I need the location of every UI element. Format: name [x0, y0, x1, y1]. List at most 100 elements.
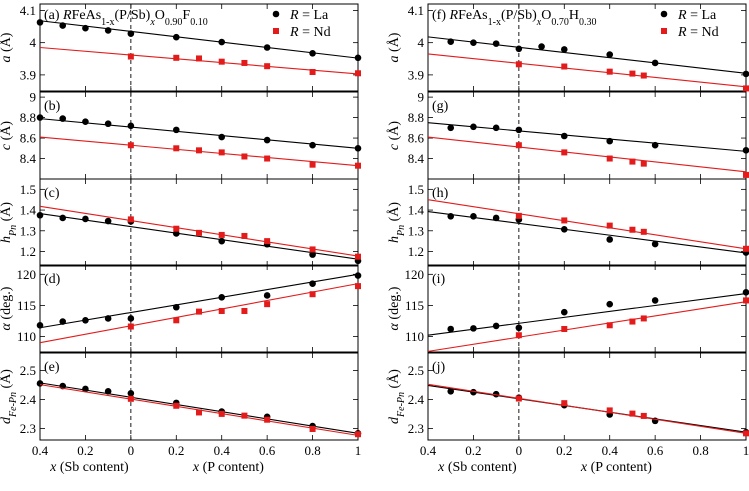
y-tick-label: 4.1: [408, 3, 424, 18]
data-point-nd: [606, 407, 613, 414]
data-point-nd: [127, 142, 134, 149]
series-nd: [39, 136, 361, 169]
data-point-nd: [241, 412, 248, 419]
y-tick-label: 9: [418, 90, 425, 105]
data-point-la: [470, 212, 477, 220]
data-point-la: [104, 387, 112, 395]
x-tick-label: 0.2: [77, 443, 93, 458]
data-point-la: [651, 141, 659, 149]
data-point-nd: [218, 231, 225, 238]
y-tick-label: 110: [17, 329, 36, 344]
fit-line: [39, 382, 359, 434]
legend-label: R = La: [289, 8, 329, 23]
y-axis-label: dFe-Pn (Å): [0, 369, 19, 424]
data-point-nd: [309, 246, 316, 253]
data-point-nd: [355, 162, 361, 169]
series-la: [36, 114, 362, 152]
y-tick-label: 2.3: [408, 421, 424, 436]
y-tick-label: 8.4: [408, 151, 425, 166]
data-point-nd: [629, 318, 636, 325]
legend-marker-nd: [661, 28, 667, 34]
data-point-la: [354, 144, 362, 152]
data-point-la: [560, 132, 568, 140]
data-point-la: [36, 114, 44, 121]
data-point-nd: [196, 409, 202, 416]
y-axis-label: a (Å): [0, 32, 14, 62]
y-tick-label: 1.4: [20, 203, 37, 218]
panel-label: (i): [432, 272, 446, 287]
legend-marker-la: [272, 10, 280, 18]
y-tick-label: 4.1: [20, 3, 36, 18]
y-tick-label: 110: [405, 329, 424, 344]
fit-line: [427, 136, 747, 173]
y-axis-label: hPn (Å): [386, 202, 407, 243]
y-axis-label: c (Å): [386, 121, 402, 150]
y-tick-label: 1.4: [408, 203, 425, 218]
y-tick-label: 4: [30, 35, 37, 50]
data-point-nd: [264, 238, 271, 245]
data-point-la: [172, 230, 180, 237]
data-point-la: [172, 303, 180, 311]
x-tick-label: 0.4: [420, 443, 437, 458]
data-point-la: [218, 133, 226, 141]
y-tick-label: 115: [405, 298, 424, 313]
series-nd: [427, 297, 749, 352]
x-axis-label-p: x (P content): [192, 460, 264, 475]
y-tick-label: 120: [405, 267, 425, 282]
series-la: [427, 289, 749, 336]
panel-title: (f) RFeAs1-x(P/Sb)xO0.70H0.30: [432, 8, 596, 28]
data-point-nd: [606, 222, 613, 229]
data-point-nd: [218, 58, 225, 65]
data-point-la: [218, 294, 226, 301]
data-point-nd: [355, 253, 361, 260]
data-point-la: [127, 390, 135, 397]
legend-marker-la: [660, 10, 668, 18]
data-point-la: [447, 325, 455, 333]
panel-frame: [427, 264, 747, 353]
y-tick-label: 2.4: [20, 392, 37, 407]
panel-frame: [39, 264, 359, 353]
data-point-nd: [743, 245, 749, 252]
y-axis-label: α (deg.): [387, 286, 402, 330]
y-tick-label: 1.3: [408, 223, 424, 238]
data-point-la: [263, 292, 271, 299]
y-tick-label: 2.4: [408, 392, 425, 407]
data-point-nd: [515, 332, 522, 339]
data-point-la: [742, 289, 749, 296]
data-point-nd: [264, 155, 271, 162]
data-point-nd: [218, 410, 225, 417]
data-point-la: [470, 388, 477, 396]
data-point-nd: [743, 85, 749, 92]
data-point-la: [447, 387, 455, 395]
panel-label: (d): [44, 272, 61, 287]
data-point-la: [309, 251, 316, 258]
y-tick-label: 1.2: [408, 244, 424, 259]
panel-f: 3.9 4 4.1 a (Å) (f) RFeAs1-x(P/Sb)xO0.70H0.3…: [386, 3, 749, 92]
x-tick-label: 0.4: [602, 443, 619, 458]
data-point-nd: [241, 153, 248, 160]
data-point-la: [515, 45, 523, 53]
series-la: [427, 122, 749, 154]
data-point-la: [309, 50, 316, 57]
data-point-la: [104, 217, 112, 225]
legend-marker-nd: [273, 28, 279, 34]
data-point-la: [309, 280, 316, 287]
data-point-nd: [640, 72, 647, 79]
panel-frame: [427, 178, 747, 267]
data-point-la: [104, 27, 112, 34]
x-tick-label: 0.8: [692, 443, 708, 458]
data-point-nd: [515, 61, 522, 68]
y-tick-label: 8.4: [20, 151, 37, 166]
y-tick-label: 8.8: [408, 110, 424, 125]
data-point-nd: [196, 308, 202, 315]
chart-column-1: 3.9 4 4.1 a (Å) (a) RFeAs1-x(P/Sb)xO0.90F0.1…: [0, 3, 362, 475]
data-point-nd: [173, 317, 180, 324]
x-tick-label: 0.6: [647, 443, 664, 458]
panel-b: 8.4 8.6 8.8 9 c (Å) (b): [0, 90, 362, 180]
data-point-la: [82, 118, 89, 125]
data-point-la: [172, 33, 180, 41]
x-tick-label: 0.2: [465, 443, 481, 458]
data-point-nd: [606, 155, 613, 162]
data-point-nd: [264, 416, 271, 423]
